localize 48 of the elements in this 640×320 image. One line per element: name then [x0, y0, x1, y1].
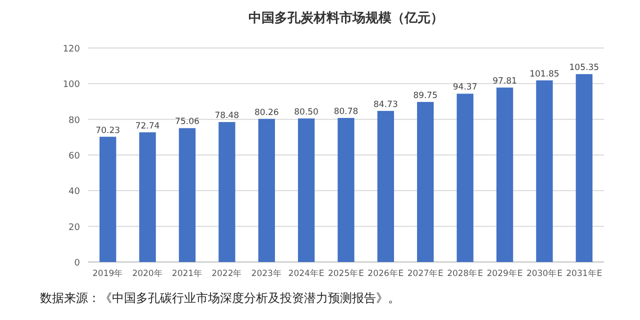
data-label: 89.75 — [413, 90, 438, 101]
bar — [100, 136, 116, 262]
y-tick-label: 120 — [62, 44, 80, 54]
bar — [536, 80, 553, 262]
x-tick-label: 2024年E — [288, 268, 324, 279]
bar — [576, 74, 592, 262]
bar — [338, 118, 354, 262]
y-tick-label: 40 — [68, 187, 80, 198]
data-label: 80.50 — [294, 107, 318, 118]
data-label: 84.73 — [374, 100, 398, 110]
y-tick-label: 80 — [68, 116, 80, 126]
x-tick-label: 2021年 — [172, 268, 203, 279]
x-tick-label: 2030年E — [526, 268, 562, 279]
x-tick-label: 2027年E — [407, 268, 444, 279]
source-note: 数据来源：《中国多孔碳行业市场深度分析及投资潜力预测报告》。 — [40, 291, 400, 305]
y-tick-label: 100 — [62, 80, 80, 90]
bar — [417, 102, 434, 262]
x-tick-label: 2025年E — [328, 268, 364, 279]
data-label: 75.06 — [175, 117, 200, 128]
x-tick-label: 2020年 — [132, 268, 163, 279]
y-tick-label: 20 — [68, 222, 80, 233]
bar — [298, 118, 315, 262]
y-tick-label: 0 — [74, 258, 80, 268]
data-label: 97.81 — [492, 76, 517, 87]
bar — [496, 88, 514, 262]
data-label: 70.23 — [96, 126, 120, 136]
bar — [218, 122, 236, 262]
x-tick-label: 2028年E — [447, 268, 484, 279]
bar — [456, 94, 474, 262]
bar — [178, 128, 196, 262]
bar — [139, 132, 156, 262]
x-tick-label: 2023年 — [251, 268, 282, 279]
data-label: 80.26 — [254, 108, 279, 118]
data-label: 72.74 — [135, 121, 160, 132]
bar — [377, 110, 394, 262]
x-tick-label: 2022年 — [212, 268, 242, 279]
x-tick-label: 2019年 — [92, 268, 124, 279]
x-tick-label: 2026年E — [368, 268, 404, 279]
x-tick-label: 2031年E — [566, 268, 602, 279]
data-label: 105.35 — [569, 63, 600, 74]
bar — [258, 118, 275, 262]
data-label: 101.85 — [530, 69, 560, 80]
data-label: 78.48 — [214, 111, 240, 122]
data-label: 94.37 — [452, 82, 478, 93]
x-tick-label: 2029年E — [486, 268, 523, 279]
y-tick-label: 60 — [68, 152, 80, 162]
chart-title: 中国多孔炭材料市场规模（亿元） — [248, 10, 444, 26]
data-label: 80.78 — [334, 106, 358, 117]
